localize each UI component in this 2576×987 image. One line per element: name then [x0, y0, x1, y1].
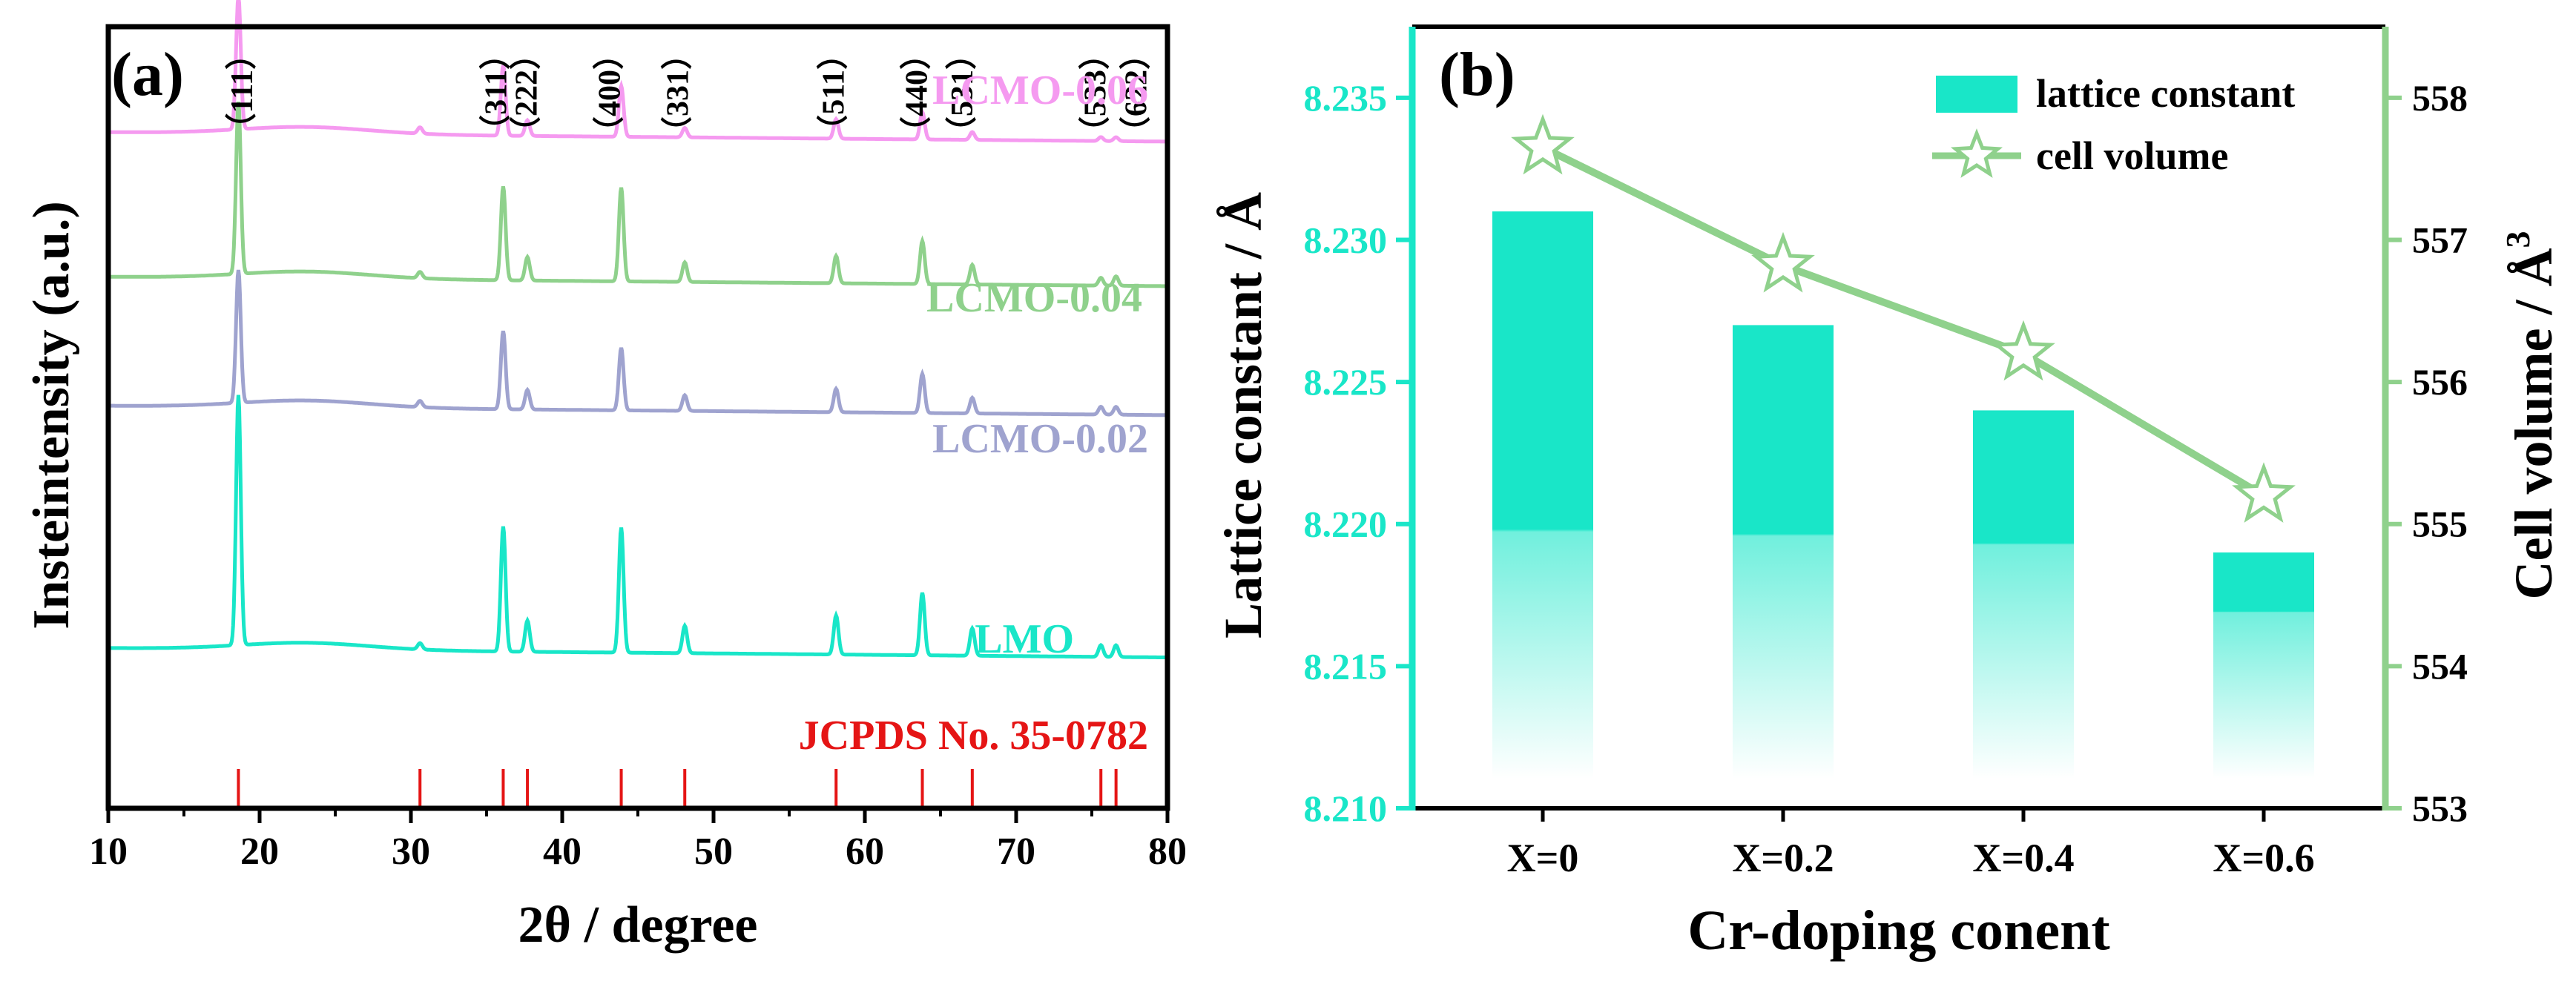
cell-volume-line — [1511, 113, 2296, 523]
series-labels: LCMO-0.06 LCMO-0.04 LCMO-0.02 LMO — [926, 67, 1148, 662]
xrd-series-lmo — [108, 395, 1167, 660]
lattice-axes: 8.210 8.215 8.220 8.225 8.230 8.235 553 554 555 5… — [1304, 77, 2468, 880]
xrd-x-tick-label: 10 — [89, 831, 128, 873]
peak-label: （111） — [225, 39, 260, 144]
peak-label: （533） — [1078, 39, 1113, 148]
xrd-series-lcmo-0.02 — [108, 269, 1167, 417]
right-y-tick-label: 554 — [2412, 645, 2468, 687]
xrd-x-tick-label: 50 — [694, 831, 733, 873]
lattice-panel: 8.210 8.215 8.220 8.225 8.230 8.235 553 554 555 5… — [1213, 24, 2563, 962]
left-y-tick-label: 8.210 — [1304, 788, 1388, 829]
peak-label: （511） — [816, 39, 851, 146]
lattice-bar — [1733, 325, 1834, 779]
category-label: X=0.6 — [2213, 836, 2314, 880]
peak-label: （622） — [1119, 39, 1153, 148]
legend-label-volume: cell volume — [2036, 133, 2228, 178]
category-label: X=0.2 — [1732, 836, 1834, 880]
left-y-tick-label: 8.230 — [1304, 219, 1388, 260]
jcpds-label: JCPDS No. 35-0782 — [799, 713, 1148, 759]
category-label: X=0 — [1507, 836, 1579, 880]
xrd-y-axis-label: Insteintensity (a.u.) — [23, 201, 80, 630]
xrd-panel: （111） （311）（222） （400） （331） （511） （440） （531）… — [23, 0, 1187, 954]
series-label: LCMO-0.04 — [926, 275, 1142, 321]
peak-label: （440） — [900, 39, 935, 148]
xrd-series-group — [108, 0, 1167, 660]
xrd-x-tick-label: 40 — [543, 831, 582, 873]
legend-swatch-bar — [1936, 76, 2017, 113]
right-y-tick-label: 555 — [2412, 504, 2468, 545]
series-label: LCMO-0.06 — [932, 67, 1148, 113]
cell-volume-polyline — [1541, 144, 2266, 499]
lattice-y-axis-label: Lattice constant / Å — [1213, 192, 1273, 638]
panel-b-label: (b) — [1439, 40, 1515, 109]
right-y-tick-label: 558 — [2412, 77, 2468, 119]
left-y-tick-label: 8.235 — [1304, 77, 1388, 119]
legend-label-lattice: lattice constant — [2036, 71, 2295, 116]
lattice-bar — [2213, 552, 2314, 779]
xrd-series-lcmo-0.06 — [108, 0, 1167, 144]
lattice-x-axis-label: Cr-doping conent — [1687, 899, 2109, 962]
series-label: LMO — [975, 616, 1074, 662]
peak-labels: （111） （311）（222） （400） （331） （511） （440） （531）… — [225, 39, 1154, 148]
xrd-x-tick-label: 60 — [846, 831, 884, 873]
left-y-tick-label: 8.225 — [1304, 361, 1388, 403]
right-y-tick-label: 553 — [2412, 788, 2468, 829]
legend-star-icon — [1950, 128, 2003, 178]
lattice-bars — [1492, 211, 2314, 779]
xrd-x-tick-label: 30 — [392, 831, 430, 873]
peak-label: （531） — [945, 39, 980, 148]
right-y-tick-label: 556 — [2412, 361, 2468, 403]
xrd-x-axis-label: 2θ / degree — [518, 897, 758, 954]
lattice-bar — [1492, 211, 1593, 779]
left-y-tick-label: 8.220 — [1304, 504, 1388, 545]
left-y-tick-label: 8.215 — [1304, 645, 1388, 687]
xrd-x-tick-label: 20 — [240, 831, 279, 873]
lattice-bar — [1973, 410, 2074, 779]
xrd-series-lcmo-0.04 — [108, 102, 1167, 288]
peak-label: （400） — [593, 39, 627, 148]
series-label: LCMO-0.02 — [932, 416, 1148, 462]
cell-volume-star-marker — [1751, 231, 1815, 293]
lattice-legend: lattice constant cell volume — [1932, 71, 2295, 178]
category-label: X=0.4 — [1972, 836, 2074, 880]
peak-label: （311） — [479, 39, 514, 146]
peak-label: （222） — [509, 39, 544, 148]
xrd-plot-frame — [105, 24, 1170, 811]
xrd-x-tick-label: 70 — [997, 831, 1035, 873]
right-y-tick-label: 557 — [2412, 219, 2468, 260]
jcpds-reference-lines — [237, 769, 1118, 808]
panel-a-label: (a) — [111, 40, 184, 109]
cell-volume-y-axis-label: Cell volume / Å3 — [2499, 231, 2563, 600]
cell-volume-star-marker — [2232, 462, 2296, 523]
cell-volume-star-marker — [1511, 113, 1575, 175]
xrd-x-tick-label: 80 — [1148, 831, 1187, 873]
cell-volume-star-marker — [1992, 320, 2055, 381]
peak-label: （331） — [660, 39, 695, 148]
xrd-axes: 10 20 30 40 50 60 70 80 — [89, 808, 1187, 873]
